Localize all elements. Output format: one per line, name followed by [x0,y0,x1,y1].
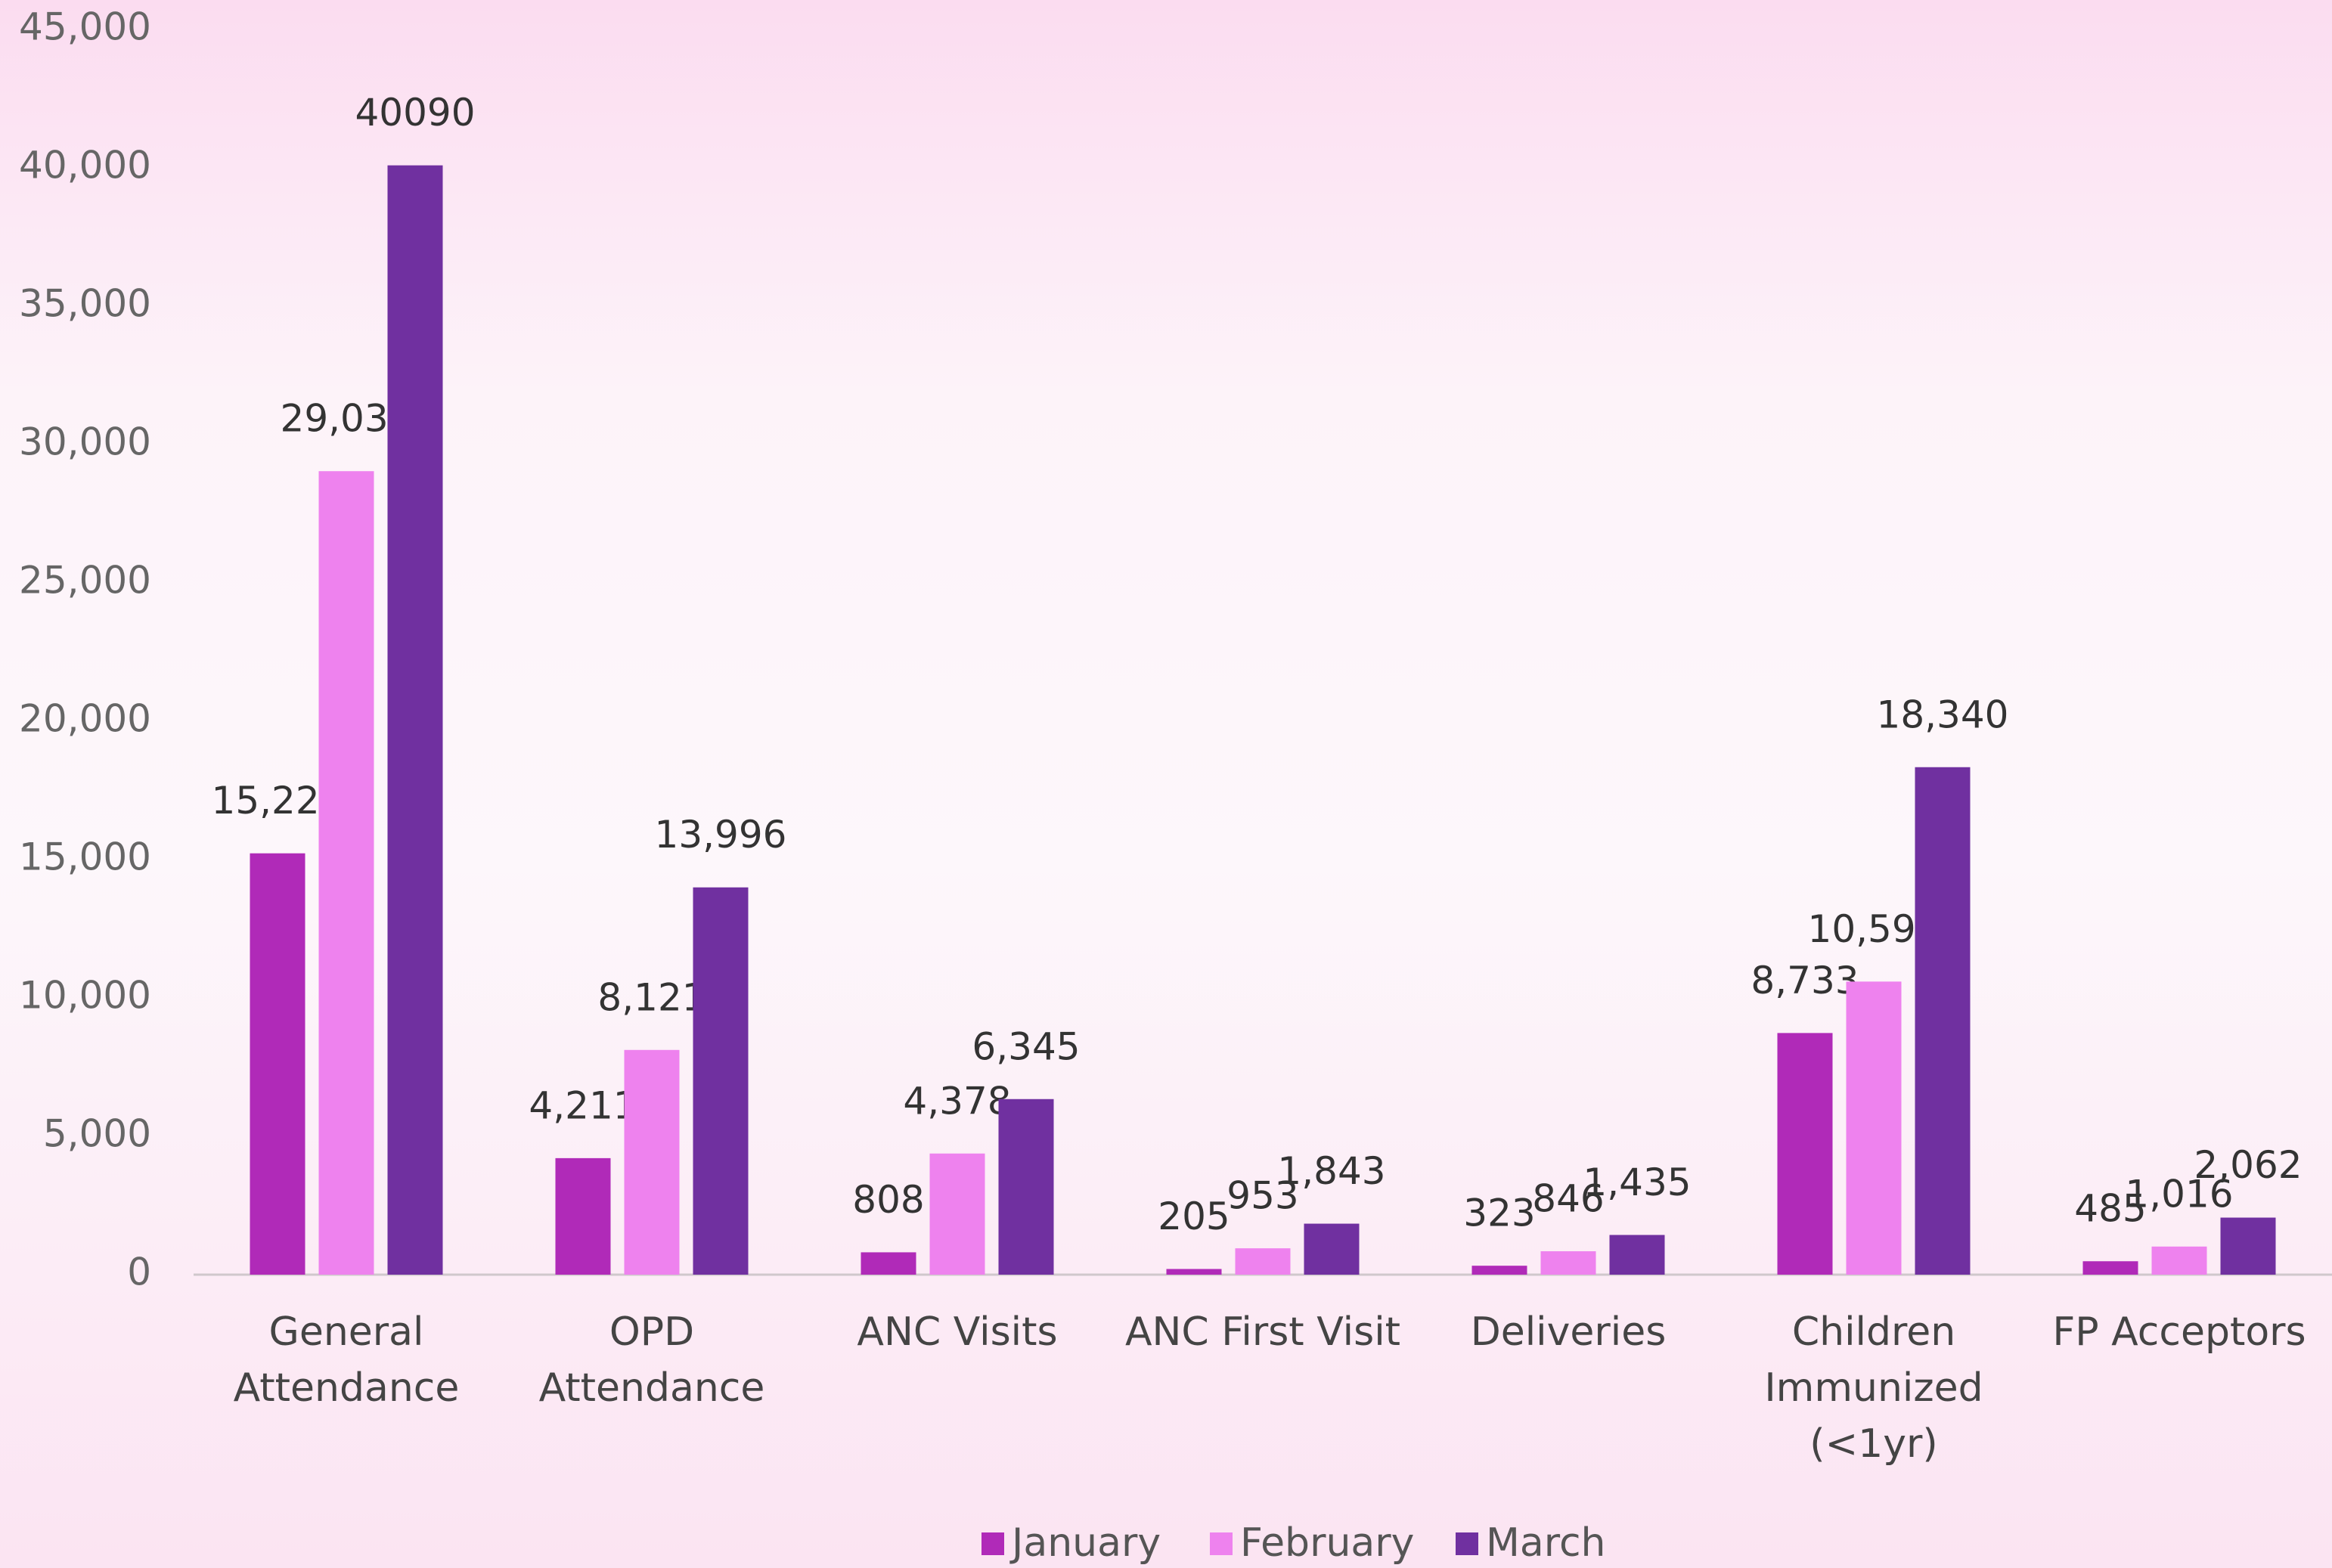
bar [1915,767,1971,1275]
value-label: 808 [852,1178,924,1222]
bar [1610,1235,1665,1275]
bar [388,166,443,1275]
y-tick-label: 0 [127,1250,151,1294]
value-label: 40090 [355,91,475,135]
y-tick-label: 25,000 [19,559,151,603]
value-label: 205 [1158,1195,1230,1238]
bar [1541,1251,1596,1275]
x-tick-label: Immunized [1764,1365,1983,1411]
value-label: 8,121 [597,975,705,1019]
legend-swatch [1210,1532,1233,1555]
value-label: 4,211 [529,1083,637,1127]
x-tick-label: FP Acceptors [2052,1309,2306,1355]
value-label: 323 [1463,1191,1535,1235]
legend-swatch [1456,1532,1478,1555]
value-label: 1,843 [1277,1149,1385,1193]
y-tick-label: 45,000 [19,5,151,49]
x-tick-label: Deliveries [1471,1309,1667,1355]
value-label: 18,340 [1877,693,2009,736]
legend-label: February [1240,1520,1414,1566]
value-label: 2,062 [2194,1143,2302,1187]
bar [999,1099,1054,1275]
bar [2083,1261,2138,1275]
x-tick-label: Attendance [539,1365,765,1411]
bar [1167,1269,1222,1275]
value-label: 1,435 [1583,1161,1691,1204]
bar [1304,1224,1360,1275]
x-tick-label: OPD [609,1309,694,1355]
bar [250,854,305,1275]
x-tick-label: Attendance [234,1365,460,1411]
value-label: 13,996 [655,813,787,857]
bar [2152,1247,2207,1275]
bar [1847,981,1902,1275]
y-tick-label: 10,000 [19,974,151,1018]
bar [1778,1033,1833,1275]
value-label: 6,345 [972,1024,1080,1068]
y-tick-label: 35,000 [19,282,151,326]
y-tick-label: 30,000 [19,420,151,464]
legend-label: March [1486,1520,1606,1566]
value-label: 8,733 [1751,959,1859,1002]
value-label: 4,378 [903,1079,1011,1123]
bar [556,1158,611,1275]
legend-label: January [1009,1520,1161,1566]
bar [2221,1218,2276,1275]
chart: 0 5,000 10,000 15,000 20,000 25,000 30,000 35,0… [0,0,2332,1568]
bar [930,1154,985,1275]
x-tick-label: ANC First Visit [1125,1309,1400,1355]
bar [1236,1248,1291,1275]
x-tick-label: General [269,1309,424,1355]
y-tick-label: 5,000 [43,1112,151,1156]
legend-swatch [981,1532,1004,1555]
y-tick-label: 15,000 [19,835,151,879]
y-tick-label: 40,000 [19,144,151,187]
bar [693,888,749,1275]
x-tick-label: Children [1792,1309,1955,1355]
y-tick-label: 20,000 [19,697,151,741]
bar [625,1050,680,1275]
bar [1472,1266,1527,1275]
bar [319,471,374,1275]
x-tick-label: ANC Visits [857,1309,1057,1355]
x-tick-label: (<1yr) [1809,1421,1937,1467]
bar [861,1252,916,1275]
